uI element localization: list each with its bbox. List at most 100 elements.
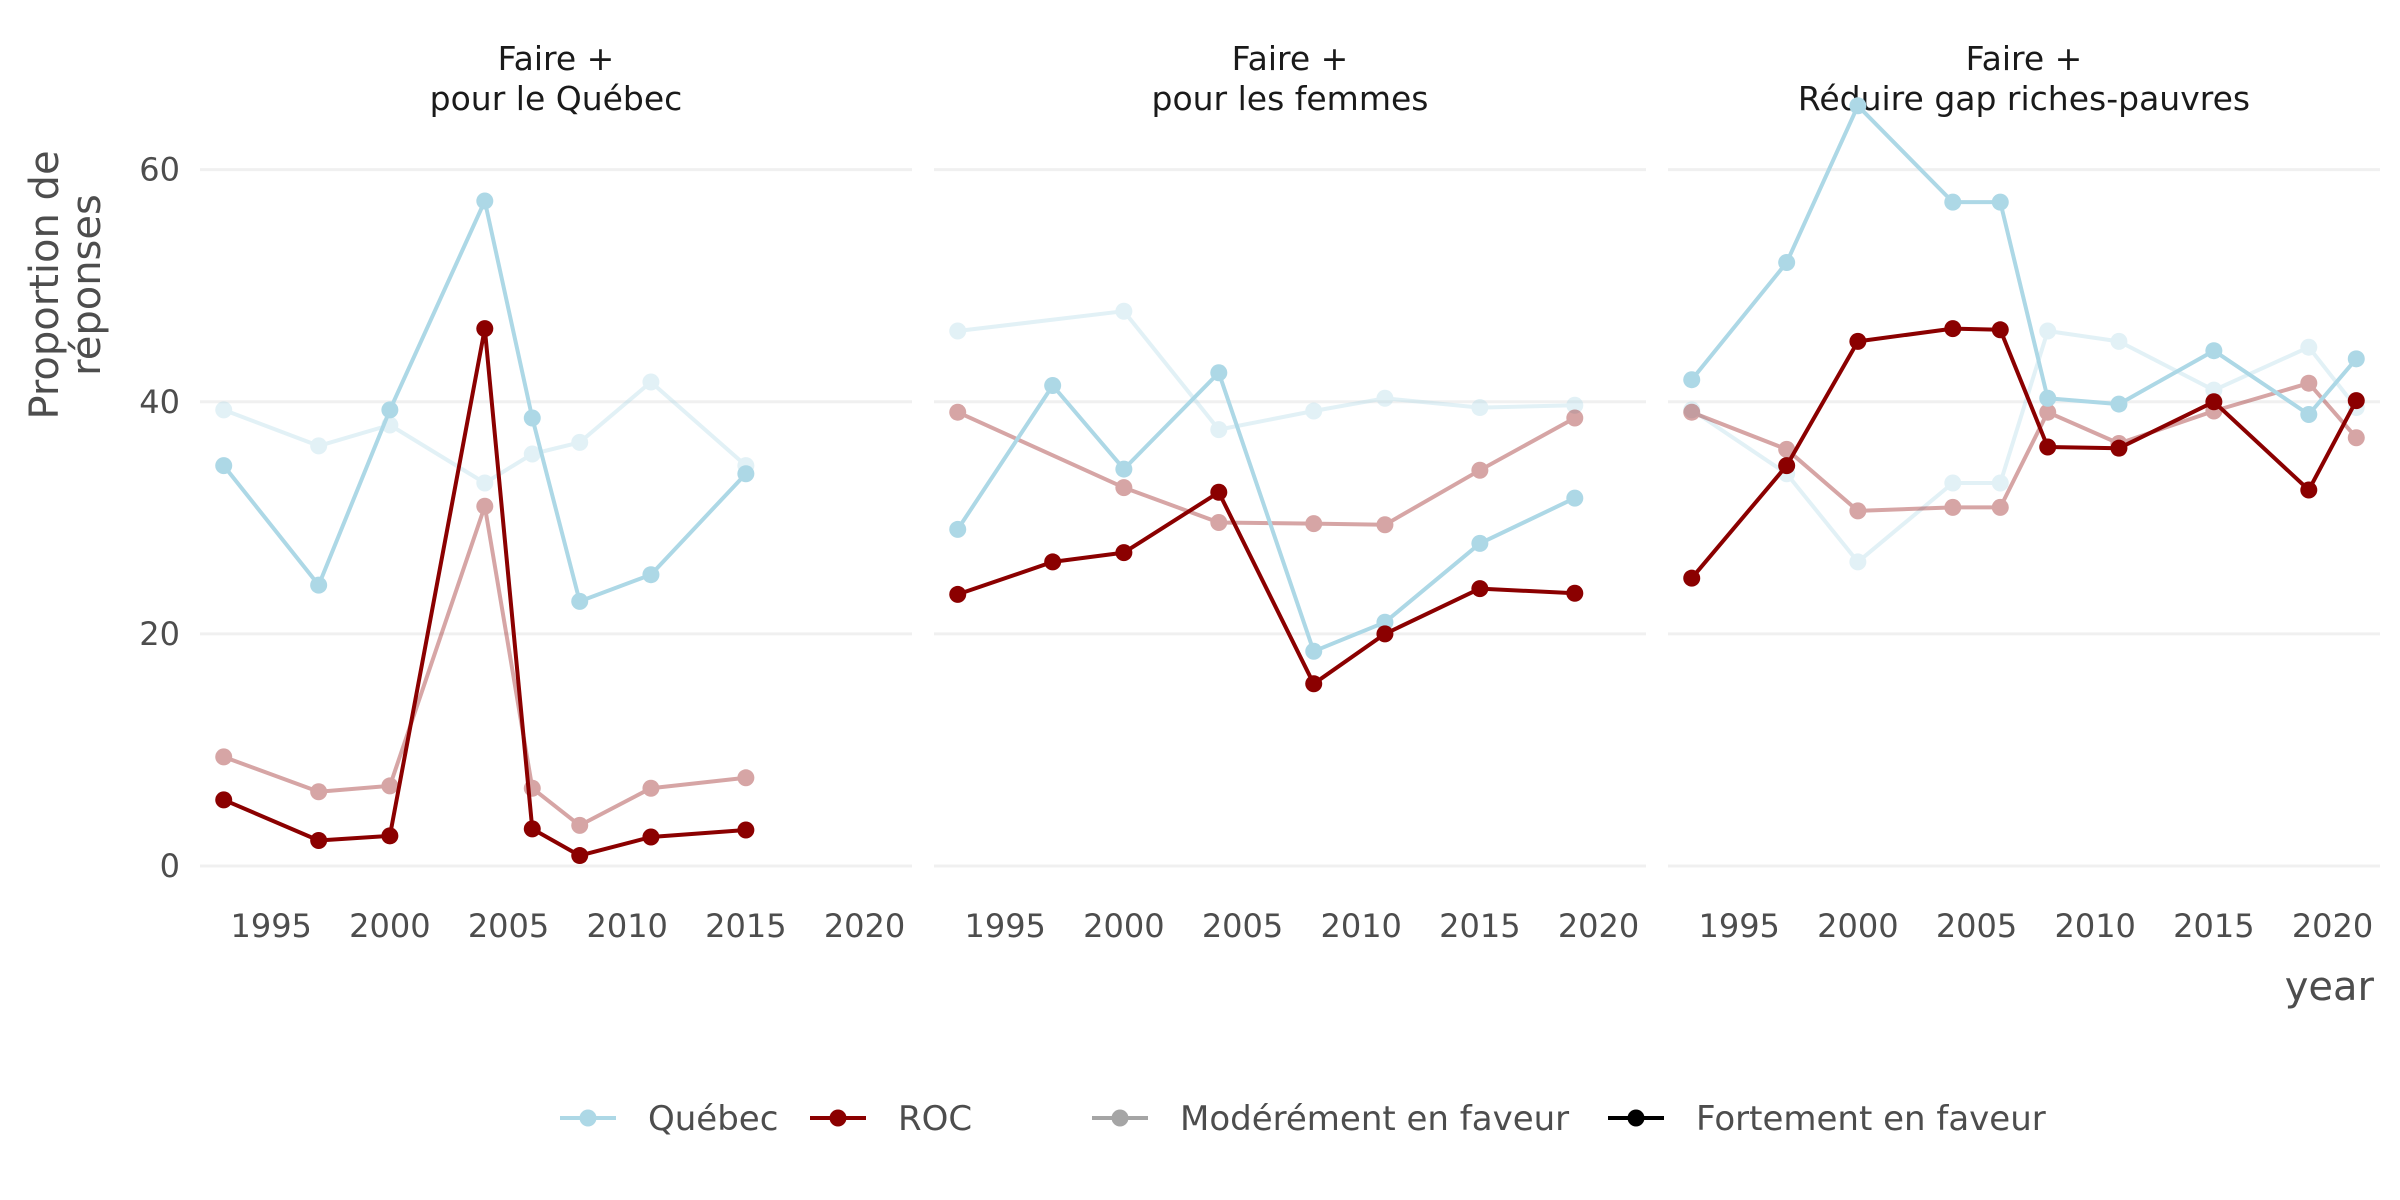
data-point	[1778, 253, 1796, 271]
data-point	[310, 783, 328, 801]
data-point	[571, 816, 589, 834]
data-point	[2300, 481, 2318, 499]
data-point	[2347, 429, 2365, 447]
series-line	[956, 410, 1576, 527]
data-point	[1471, 534, 1489, 552]
data-point	[1115, 544, 1133, 562]
data-point	[1044, 377, 1062, 395]
data-point	[2110, 395, 2128, 413]
data-point	[2300, 338, 2318, 356]
data-point	[1944, 498, 1962, 516]
series-quebec-strong	[949, 364, 1584, 660]
x-axis-title: year	[2285, 964, 2375, 1010]
data-point	[1566, 396, 1584, 414]
series-roc-strong	[1683, 320, 2365, 587]
y-tick-label: 20	[139, 615, 180, 653]
data-point	[1210, 364, 1228, 382]
data-point	[1991, 498, 2009, 516]
x-tick-label: 2015	[705, 907, 786, 945]
data-point	[381, 827, 399, 845]
facet-title-line: Faire +	[498, 39, 615, 78]
series-line	[222, 380, 748, 485]
facet-panel: Faire +pour le Québec 1995 2000 2005 2010 201…	[200, 39, 912, 945]
data-point	[737, 465, 755, 483]
legend-item: ROC	[810, 1099, 972, 1139]
data-point	[1210, 483, 1228, 501]
series-line	[1690, 381, 2358, 513]
data-point	[215, 401, 233, 419]
data-point	[949, 322, 967, 340]
data-point	[310, 437, 328, 455]
data-point	[642, 779, 660, 797]
data-point	[215, 791, 233, 809]
data-point	[571, 847, 589, 865]
data-point	[1944, 193, 1962, 211]
x-tick-label: 2010	[1320, 907, 1401, 945]
legend-key	[1092, 1109, 1148, 1127]
legend-key-point	[579, 1109, 597, 1127]
data-point	[1044, 553, 1062, 571]
data-point	[1210, 513, 1228, 531]
facet-title-line: pour les femmes	[1152, 79, 1429, 118]
series-line	[1690, 326, 2359, 580]
data-point	[1944, 474, 1962, 492]
data-point	[2110, 332, 2128, 350]
data-point	[523, 820, 541, 838]
legend-label: Fortement en faveur	[1696, 1099, 2046, 1139]
data-point	[215, 457, 233, 475]
x-tick-label: 1995	[230, 907, 311, 945]
data-point	[1305, 515, 1323, 533]
data-point	[1471, 399, 1489, 417]
legend-key	[560, 1109, 616, 1127]
data-point	[476, 320, 494, 338]
data-point	[1991, 193, 2009, 211]
data-point	[1991, 474, 2009, 492]
series-roc-moderate	[215, 497, 755, 834]
series-quebec-strong	[215, 192, 755, 610]
data-point	[2347, 350, 2365, 368]
legend-item: Québec	[560, 1099, 778, 1139]
data-point	[571, 433, 589, 451]
facet-title-line: Réduire gap riches-pauvres	[1798, 79, 2250, 118]
data-point	[310, 576, 328, 594]
data-point	[737, 769, 755, 787]
series-roc-strong	[949, 483, 1584, 693]
legend-item: Modérément en faveur	[1092, 1099, 1569, 1139]
facet-title-line: Faire +	[1966, 39, 2083, 78]
data-point	[1683, 569, 1701, 587]
data-point	[1849, 97, 1867, 115]
series-line	[1690, 103, 2358, 417]
data-point	[642, 828, 660, 846]
data-point	[2300, 374, 2318, 392]
data-point	[1115, 302, 1133, 320]
data-point	[1683, 401, 1701, 419]
data-point	[2039, 322, 2057, 340]
data-point	[1115, 460, 1133, 478]
series-quebec-moderate	[949, 302, 1584, 439]
data-point	[1376, 625, 1394, 643]
data-point	[1305, 402, 1323, 420]
legend-key	[1608, 1109, 1664, 1127]
data-point	[2039, 403, 2057, 421]
facet-title-line: Faire +	[1232, 39, 1349, 78]
facet-title-line: pour le Québec	[430, 79, 683, 118]
data-point	[476, 497, 494, 515]
data-point	[2205, 342, 2223, 360]
y-tick-label: 60	[139, 151, 180, 189]
series-line	[222, 199, 748, 604]
facet-panel: Faire +Réduire gap riches-pauvres 1995 200…	[1668, 39, 2380, 945]
x-tick-label: 2020	[824, 907, 905, 945]
data-point	[1115, 479, 1133, 497]
x-tick-label: 2005	[1202, 907, 1283, 945]
series-roc-strong	[215, 320, 755, 865]
data-point	[1849, 553, 1867, 571]
data-point	[1683, 371, 1701, 389]
series-line	[957, 490, 1575, 686]
x-tick-label: 2015	[2173, 907, 2254, 945]
data-point	[2205, 393, 2223, 411]
data-point	[1471, 580, 1489, 598]
facet-panel: Faire +pour les femmes 1995 2000 2005 2010 20…	[934, 39, 1646, 945]
data-point	[2039, 389, 2057, 407]
